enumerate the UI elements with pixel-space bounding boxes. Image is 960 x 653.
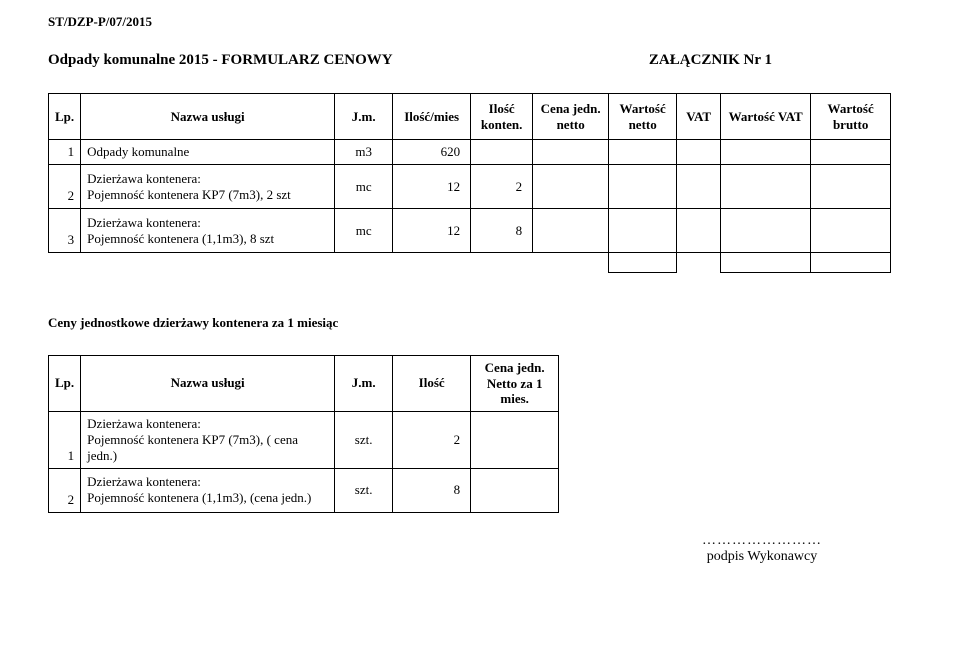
scell-lp: 1 [49, 411, 81, 468]
title-right: ZAŁĄCZNIK Nr 1 [649, 52, 772, 69]
hdr-wb: Wartość brutto [811, 94, 891, 140]
hdr-cena-l2: netto [557, 117, 585, 132]
cell-vat [677, 209, 721, 253]
hdr-ilosc-konten-l1: Ilość [489, 101, 515, 116]
cell-wb [811, 165, 891, 209]
hdr-jm: J.m. [335, 94, 393, 140]
hdr-wvat: Wartość VAT [721, 94, 811, 140]
summary-spacer [49, 253, 609, 273]
cell-wvat [721, 140, 811, 165]
cell-cena [533, 140, 609, 165]
shdr-jm: J.m. [335, 356, 393, 412]
scell-name: Dzierżawa kontenera: Pojemność kontenera… [81, 468, 335, 512]
scell-ilosc: 8 [393, 468, 471, 512]
shdr-cena-l1: Cena jedn. [485, 360, 545, 375]
sum-wn [609, 253, 677, 273]
table-row: 3 Dzierżawa kontenera: Pojemność kontene… [49, 209, 891, 253]
small-header-row: Lp. Nazwa usługi J.m. Ilość Cena jedn. N… [49, 356, 559, 412]
shdr-cena: Cena jedn. Netto za 1 mies. [471, 356, 559, 412]
cell-cena [533, 165, 609, 209]
hdr-wn-l2: netto [629, 117, 657, 132]
sum-wb [811, 253, 891, 273]
cell-name: Dzierżawa kontenera: Pojemność kontenera… [81, 209, 335, 253]
scell-cena [471, 468, 559, 512]
cell-ilosc-k: 2 [471, 165, 533, 209]
section-subtitle: Ceny jednostkowe dzierżawy kontenera za … [48, 315, 912, 331]
hdr-ilosc-konten: Ilość konten. [471, 94, 533, 140]
cell-ilosc-m: 12 [393, 165, 471, 209]
scell-lp: 2 [49, 468, 81, 512]
main-header-row: Lp. Nazwa usługi J.m. Ilość/mies Ilość k… [49, 94, 891, 140]
cell-jm: mc [335, 165, 393, 209]
shdr-cena-l3: mies. [500, 391, 529, 406]
table-row: 1 Dzierżawa kontenera: Pojemność kontene… [49, 411, 559, 468]
cell-lp: 1 [49, 140, 81, 165]
scell-cena [471, 411, 559, 468]
cell-wb [811, 209, 891, 253]
cell-jm: mc [335, 209, 393, 253]
title-row: Odpady komunalne 2015 - FORMULARZ CENOWY… [48, 52, 912, 69]
table-row: 1 Odpady komunalne m3 620 [49, 140, 891, 165]
hdr-cena-l1: Cena jedn. [541, 101, 601, 116]
cell-ilosc-m: 12 [393, 209, 471, 253]
sum-vat-spacer [677, 253, 721, 273]
cell-name: Dzierżawa kontenera: Pojemność kontenera… [81, 165, 335, 209]
hdr-wn: Wartość netto [609, 94, 677, 140]
hdr-name: Nazwa usługi [81, 94, 335, 140]
shdr-lp: Lp. [49, 356, 81, 412]
summary-row [49, 253, 891, 273]
hdr-wn-l1: Wartość [620, 101, 666, 116]
sum-wvat [721, 253, 811, 273]
cell-cena [533, 209, 609, 253]
main-table: Lp. Nazwa usługi J.m. Ilość/mies Ilość k… [48, 93, 891, 273]
hdr-vat: VAT [677, 94, 721, 140]
hdr-wb-l2: brutto [833, 117, 868, 132]
cell-wb [811, 140, 891, 165]
signature-dots: …………………… [702, 533, 822, 549]
hdr-ilosc-mies: Ilość/mies [393, 94, 471, 140]
cell-wn [609, 209, 677, 253]
table-row: 2 Dzierżawa kontenera: Pojemność kontene… [49, 468, 559, 512]
hdr-wb-l1: Wartość [828, 101, 874, 116]
cell-wn [609, 165, 677, 209]
small-table: Lp. Nazwa usługi J.m. Ilość Cena jedn. N… [48, 355, 559, 513]
cell-ilosc-m: 620 [393, 140, 471, 165]
cell-vat [677, 140, 721, 165]
cell-lp: 3 [49, 209, 81, 253]
signature-label: podpis Wykonawcy [702, 549, 822, 565]
title-left: Odpady komunalne 2015 - FORMULARZ CENOWY [48, 52, 393, 69]
table-row: 2 Dzierżawa kontenera: Pojemność kontene… [49, 165, 891, 209]
hdr-ilosc-konten-l2: konten. [481, 117, 523, 132]
cell-ilosc-k [471, 140, 533, 165]
scell-name: Dzierżawa kontenera: Pojemność kontenera… [81, 411, 335, 468]
scell-ilosc: 2 [393, 411, 471, 468]
cell-jm: m3 [335, 140, 393, 165]
scell-jm: szt. [335, 468, 393, 512]
scell-jm: szt. [335, 411, 393, 468]
cell-ilosc-k: 8 [471, 209, 533, 253]
signature-area: …………………… podpis Wykonawcy [48, 533, 912, 565]
shdr-name: Nazwa usługi [81, 356, 335, 412]
cell-vat [677, 165, 721, 209]
shdr-ilosc: Ilość [393, 356, 471, 412]
doc-id: ST/DZP-P/07/2015 [48, 14, 912, 30]
hdr-lp: Lp. [49, 94, 81, 140]
cell-wvat [721, 209, 811, 253]
cell-wvat [721, 165, 811, 209]
cell-name: Odpady komunalne [81, 140, 335, 165]
cell-wn [609, 140, 677, 165]
cell-lp: 2 [49, 165, 81, 209]
hdr-cena: Cena jedn. netto [533, 94, 609, 140]
shdr-cena-l2: Netto za 1 [487, 376, 543, 391]
